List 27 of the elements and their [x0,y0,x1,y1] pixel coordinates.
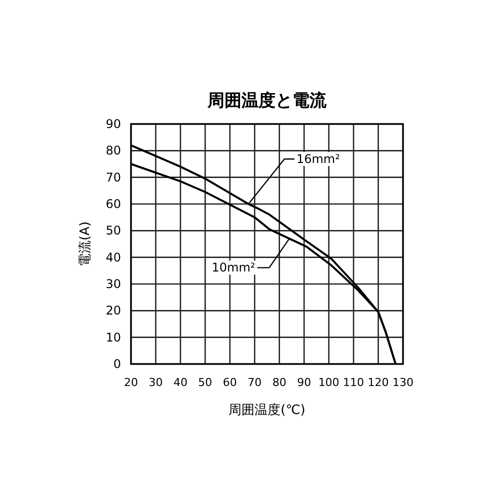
y-tick-label: 60 [106,197,121,211]
x-tick-label: 50 [198,376,212,389]
x-tick-label: 80 [272,376,286,389]
annotation: 16mm² [296,152,340,166]
x-tick-label: 100 [318,376,340,389]
x-tick-label: 30 [148,376,163,389]
x-tick-label: 60 [222,376,237,389]
x-tick-label: 20 [124,376,138,389]
x-tick-label: 90 [297,376,312,389]
y-axis-title: 電流(A) [77,221,93,267]
x-tick-label: 110 [343,376,364,389]
x-tick-label: 130 [392,376,414,389]
x-tick-label: 70 [248,376,262,389]
y-tick-label: 90 [106,117,121,131]
x-tick-label: 40 [173,376,188,389]
y-tick-label: 40 [106,250,121,264]
y-tick-label: 10 [106,330,121,344]
y-tick-label: 80 [106,144,121,158]
y-tick-label: 50 [106,224,121,238]
y-tick-label: 0 [113,357,121,371]
y-tick-label: 70 [106,170,121,184]
y-tick-label: 30 [106,277,121,291]
chart-title: 周囲温度と電流 [206,91,328,111]
x-tick-label: 120 [368,376,389,389]
x-axis-title: 周囲温度(℃) [228,402,306,418]
annotation: 10mm² [212,260,256,275]
y-tick-label: 20 [106,304,121,318]
